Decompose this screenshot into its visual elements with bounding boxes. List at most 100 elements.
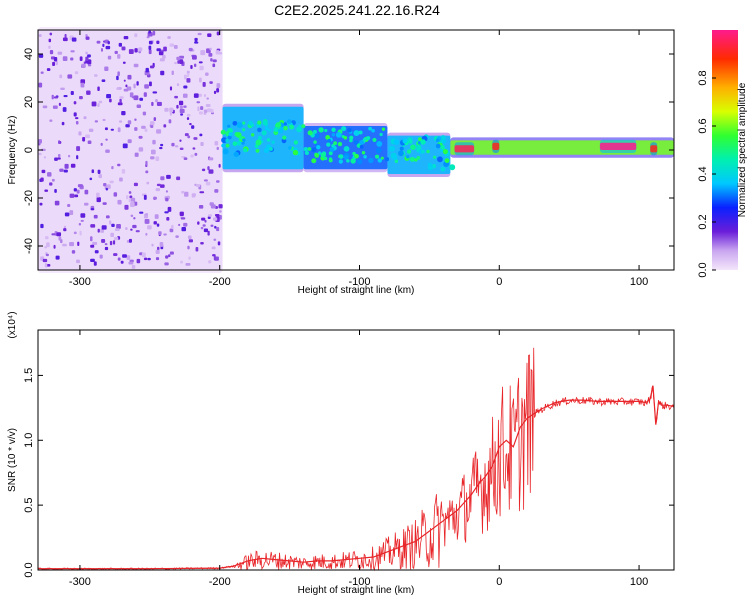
spectrogram-signal-speck — [261, 130, 267, 136]
spectrogram-noise-speck — [77, 241, 80, 246]
spectrogram-noise-speck — [38, 82, 43, 88]
spectrogram-noise-speck — [49, 32, 53, 36]
spectrogram-noise-speck — [177, 60, 180, 64]
snr-y-multiplier: (x10⁴) — [7, 311, 18, 338]
spectrogram-noise-speck — [186, 72, 190, 78]
spectrogram-noise-speck — [187, 235, 192, 240]
spectrogram-noise-speck — [176, 104, 179, 109]
spectrogram-noise-speck — [51, 94, 54, 100]
spectrogram-signal-speck — [335, 132, 342, 138]
spectrogram-noise-speck — [97, 169, 101, 174]
spectrogram-signal-speck — [257, 135, 262, 140]
spectrogram-signal-speck — [414, 158, 418, 162]
spectrogram-noise-speck — [145, 232, 148, 236]
spectrogram-noise-speck — [87, 140, 92, 145]
spectrogram-noise-speck — [169, 43, 175, 47]
spectrogram-signal-speck — [350, 158, 356, 164]
spectrogram-signal-speck — [435, 138, 440, 143]
spectrogram-noise-speck — [178, 100, 184, 106]
spectrogram-signal-speck — [268, 128, 272, 132]
spectrogram-noise-speck — [199, 65, 204, 71]
spectrogram-y-tick-label: -40 — [23, 238, 35, 254]
spectrogram-x-tick-label: 100 — [630, 276, 648, 288]
spectrogram-noise-speck — [144, 128, 148, 132]
colorbar-tick-label: 0.6 — [697, 118, 709, 133]
spectrogram-noise-speck — [134, 33, 138, 38]
spectrogram-region — [599, 142, 637, 150]
spectrogram-noise-speck — [67, 74, 73, 79]
spectrogram-signal-speck — [363, 137, 367, 142]
spectrogram-noise-speck — [154, 214, 159, 219]
spectrogram-noise-speck — [168, 119, 172, 124]
spectrogram-noise-speck — [156, 183, 161, 187]
snr-x-tick-label: 0 — [496, 576, 502, 588]
spectrogram-noise-speck — [145, 67, 149, 73]
spectrogram-signal-speck — [402, 138, 408, 144]
snr-marks — [37, 347, 675, 572]
spectrogram-noise-speck — [116, 87, 120, 90]
spectrogram-noise-speck — [119, 120, 123, 123]
spectrogram-noise-speck — [93, 261, 97, 266]
spectrogram-noise-speck — [70, 50, 75, 53]
spectrogram-noise-speck — [218, 163, 221, 168]
spectrogram-noise-speck — [126, 255, 131, 260]
spectrogram-noise-speck — [188, 239, 193, 243]
spectrogram-signal-speck — [250, 133, 255, 137]
snr-x-tick-label: -200 — [209, 576, 231, 588]
spectrogram-noise-speck — [48, 45, 51, 49]
spectrogram-signal-speck — [323, 156, 328, 161]
spectrogram-noise-speck — [147, 225, 152, 230]
spectrogram-noise-speck — [105, 187, 108, 191]
spectrogram-signal-speck — [368, 126, 372, 131]
spectrogram-noise-speck — [180, 113, 184, 116]
spectrogram-noise-speck — [153, 117, 157, 121]
spectrogram-noise-speck — [109, 98, 112, 103]
spectrogram-noise-speck — [107, 40, 110, 45]
snr-y-tick-label: 0.5 — [23, 497, 35, 512]
spectrogram-noise-speck — [188, 47, 193, 52]
spectrogram-noise-speck — [110, 232, 115, 238]
spectrogram-y-label: Frequency (Hz) — [7, 116, 18, 185]
spectrogram-noise-speck — [133, 63, 139, 68]
spectrogram-noise-speck — [57, 51, 63, 55]
spectrogram-noise-speck — [216, 226, 220, 232]
spectrogram-signal-speck — [359, 144, 364, 149]
spectrogram-signal-speck — [377, 158, 383, 163]
spectrogram-signal-speck — [222, 148, 229, 155]
spectrogram-noise-speck — [205, 181, 211, 186]
spectrogram-noise-speck — [104, 127, 108, 131]
spectrogram-noise-speck — [179, 55, 185, 59]
spectrogram-noise-speck — [197, 221, 200, 225]
spectrogram-y-tick-label: -20 — [23, 190, 35, 206]
spectrogram-noise-speck — [98, 174, 102, 179]
spectrogram-noise-speck — [186, 113, 191, 117]
spectrogram-signal-speck — [266, 138, 271, 142]
snr-y-tick-label: 1.0 — [23, 433, 35, 448]
snr-y-label: SNR (10 * v/v) — [7, 428, 18, 492]
colorbar-label: Normalized spectral amplitude — [737, 82, 748, 217]
spectrogram-signal-speck — [257, 127, 262, 133]
spectrogram-noise-speck — [173, 45, 178, 49]
spectrogram-noise-speck — [186, 78, 191, 83]
spectrogram-noise-speck — [195, 183, 201, 188]
spectrogram-signal-speck — [313, 140, 317, 144]
spectrogram-signal-speck — [376, 140, 383, 147]
spectrogram-noise-speck — [45, 236, 49, 240]
spectrogram-noise-speck — [151, 101, 154, 107]
spectrogram-signal-speck — [255, 139, 262, 146]
spectrogram-noise-speck — [64, 33, 67, 38]
spectrogram-noise-speck — [212, 63, 216, 68]
spectrogram-noise-speck — [86, 90, 91, 95]
spectrogram-noise-speck — [186, 117, 190, 121]
spectrogram-signal-speck — [236, 121, 243, 128]
spectrogram-noise-speck — [104, 243, 108, 246]
spectrogram-noise-speck — [105, 149, 110, 153]
spectrogram-noise-speck — [145, 170, 149, 174]
spectrogram-noise-speck — [70, 57, 74, 61]
spectrogram-noise-speck — [205, 72, 209, 76]
spectrogram-y-ticks: -40 -20 0 20 40 — [23, 48, 674, 254]
spectrogram-noise-speck — [214, 214, 220, 217]
spectrogram-noise-speck — [155, 249, 160, 254]
spectrogram-signal-speck — [421, 149, 425, 154]
